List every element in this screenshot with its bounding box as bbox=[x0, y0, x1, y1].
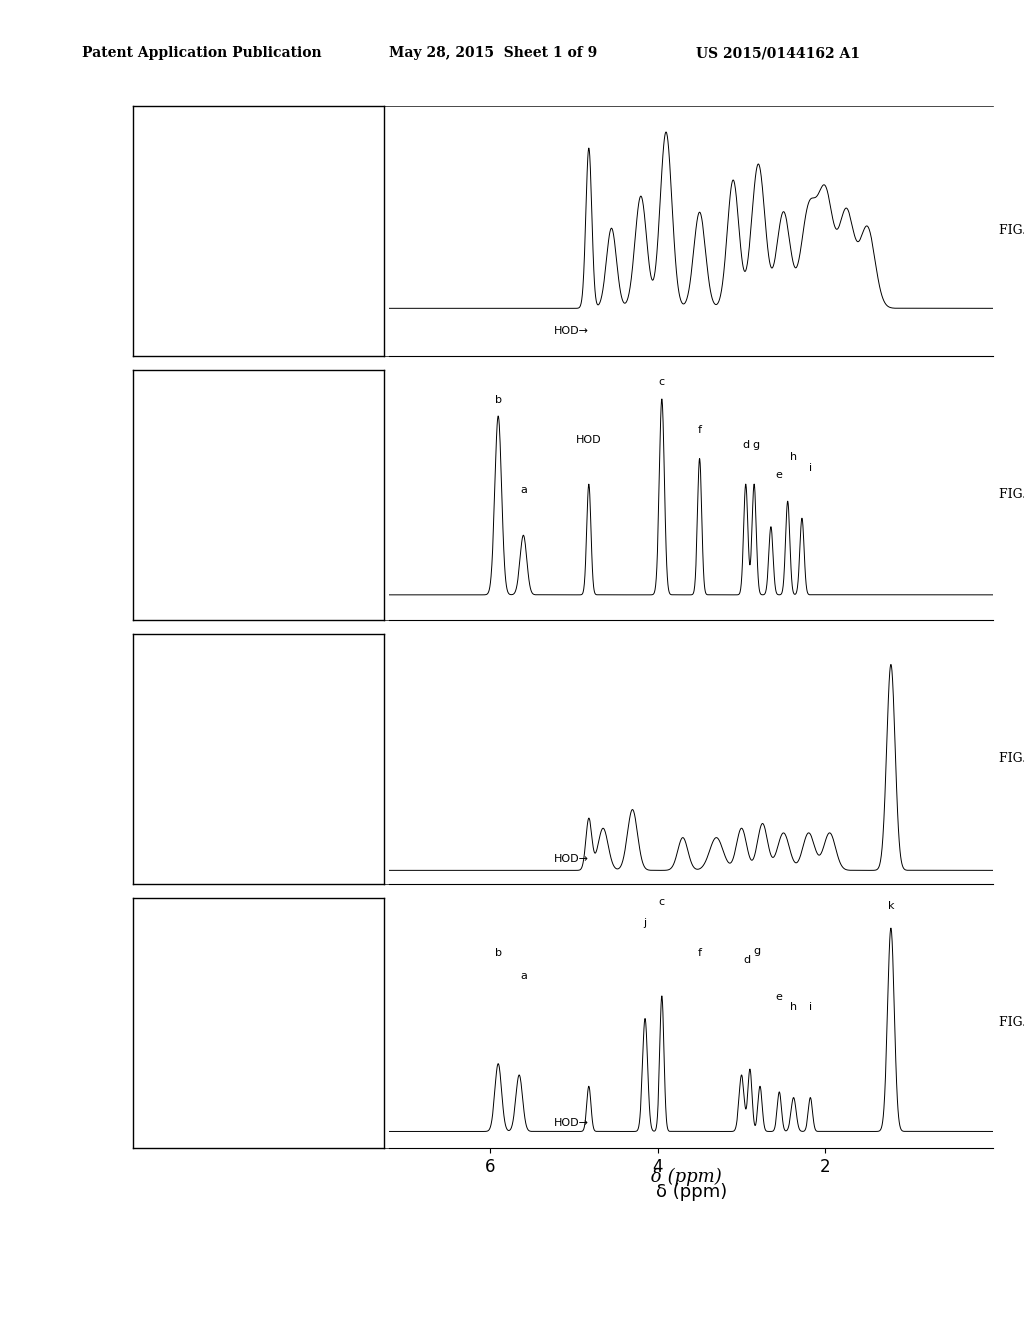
Text: Patent Application Publication: Patent Application Publication bbox=[82, 46, 322, 61]
Text: δ (ppm): δ (ppm) bbox=[650, 1168, 722, 1187]
Text: HOD→: HOD→ bbox=[554, 854, 589, 865]
Text: i: i bbox=[809, 1002, 812, 1012]
Text: h: h bbox=[790, 451, 797, 462]
Text: May 28, 2015  Sheet 1 of 9: May 28, 2015 Sheet 1 of 9 bbox=[389, 46, 597, 61]
Text: 9: 9 bbox=[330, 407, 340, 422]
Text: FIG. 1D: FIG. 1D bbox=[999, 224, 1024, 238]
Text: c: c bbox=[658, 896, 665, 907]
Text: US 2015/0144162 A1: US 2015/0144162 A1 bbox=[696, 46, 860, 61]
Text: c: c bbox=[658, 378, 665, 387]
Text: i: i bbox=[809, 463, 812, 473]
Text: 6: 6 bbox=[330, 144, 340, 158]
Text: a: a bbox=[520, 486, 526, 495]
Text: a: a bbox=[520, 972, 526, 982]
Text: b: b bbox=[495, 396, 502, 405]
Text: d: d bbox=[743, 956, 751, 965]
Text: j: j bbox=[643, 917, 646, 928]
Text: b: b bbox=[495, 948, 502, 958]
Text: HOD→: HOD→ bbox=[554, 326, 589, 337]
Text: 4: 4 bbox=[330, 935, 340, 950]
Text: g: g bbox=[753, 441, 760, 450]
Text: HOD: HOD bbox=[577, 434, 602, 445]
Text: e: e bbox=[776, 470, 782, 479]
Text: d: d bbox=[742, 441, 750, 450]
Text: FIG. 1B: FIG. 1B bbox=[999, 752, 1024, 766]
Text: k: k bbox=[888, 902, 894, 911]
Text: FIG. 1C: FIG. 1C bbox=[999, 488, 1024, 502]
Text: HOD→: HOD→ bbox=[554, 1118, 589, 1129]
X-axis label: δ (ppm): δ (ppm) bbox=[655, 1183, 727, 1201]
Text: g: g bbox=[753, 945, 760, 956]
Text: e: e bbox=[776, 993, 782, 1002]
Text: FIG. 1A: FIG. 1A bbox=[999, 1016, 1024, 1030]
Text: 5: 5 bbox=[330, 671, 340, 686]
Text: f: f bbox=[697, 425, 701, 434]
Text: h: h bbox=[790, 1002, 797, 1012]
Text: f: f bbox=[697, 948, 701, 958]
